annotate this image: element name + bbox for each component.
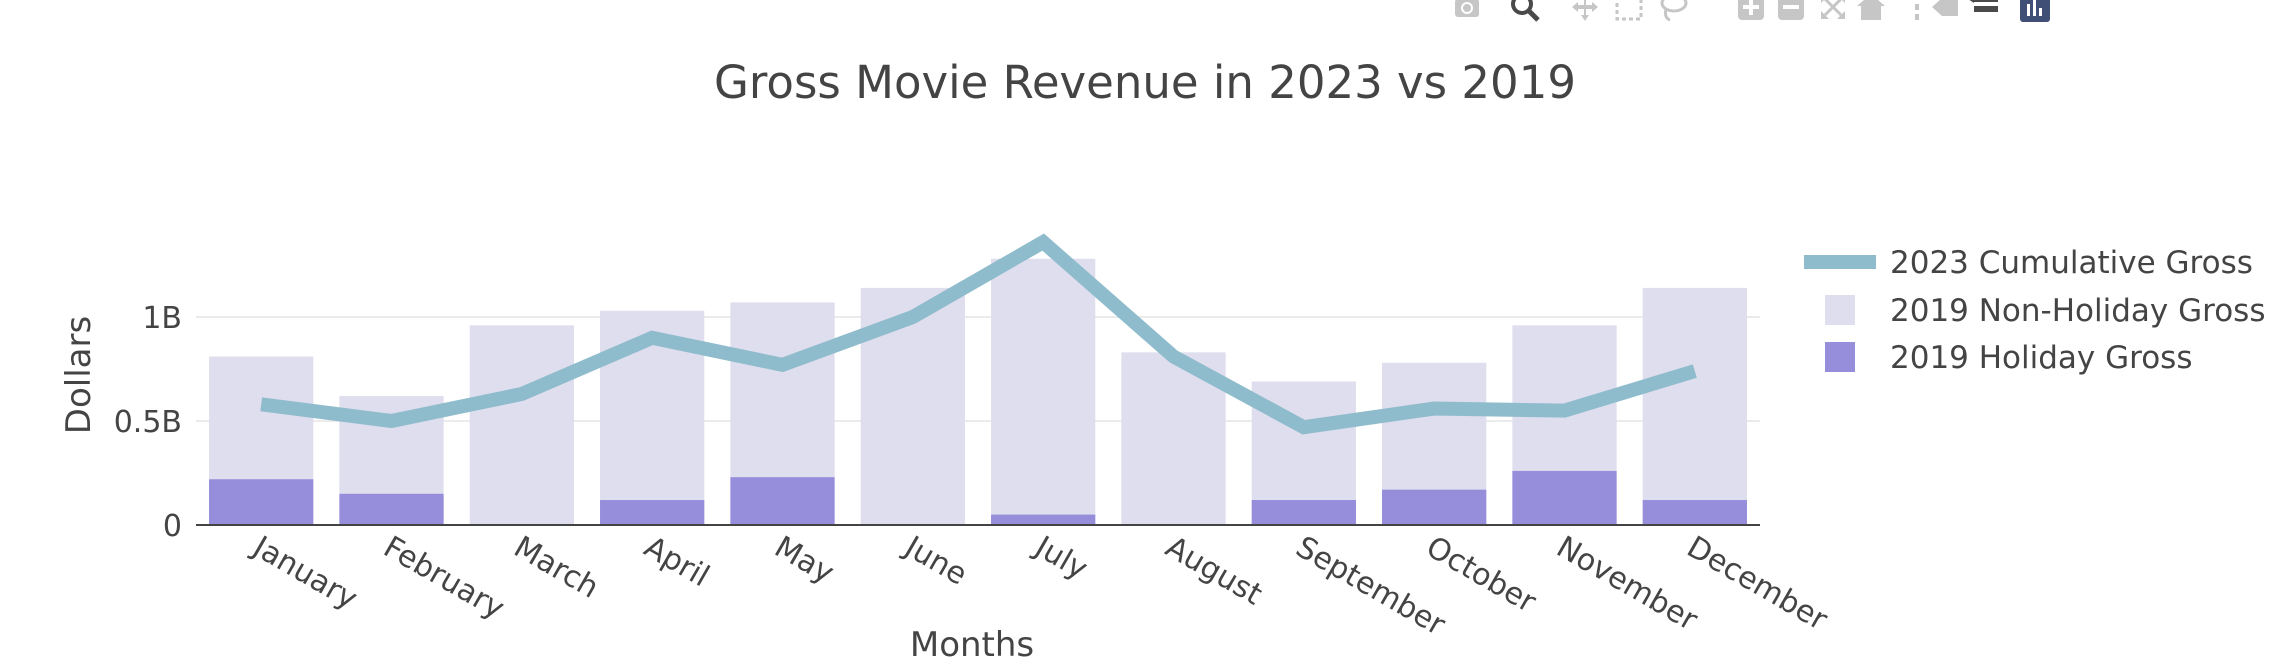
bar-2019-holiday [209,479,314,525]
legend-item[interactable]: 2019 Holiday Gross [1825,340,2192,376]
bar-2019-holiday [1642,500,1747,525]
chart-modebar [1440,0,2280,26]
chart-title: Gross Movie Revenue in 2023 vs 2019 [714,56,1576,109]
plotly-logo-button[interactable] [2018,0,2052,24]
y-tick-label: 0.5B [114,405,182,440]
x-axis-title: Months [910,625,1034,665]
toggle-spike-lines-button[interactable] [1900,0,1934,24]
plotly-logo-icon [2020,0,2050,22]
box-select-icon [1615,0,1643,21]
lasso-select-icon [1660,0,1688,22]
zoom-out-icon [1778,0,1804,20]
lasso-select-button[interactable] [1656,0,1690,24]
x-tick-label: February [378,530,511,627]
x-tick-label: April [638,530,715,595]
hover-compare-button[interactable] [1966,0,2000,24]
autoscale-icon [1821,0,1845,19]
toggle-spike-lines-icon [1915,4,1919,20]
hover-closest-icon [1932,0,1958,16]
pan-icon [1572,0,1598,21]
bar-2019-holiday [600,500,705,525]
x-tick-label: January [245,529,363,617]
gridlines [196,316,1760,422]
reset-axes-button[interactable] [1854,0,1888,24]
legend-label: 2019 Holiday Gross [1890,340,2192,376]
y-axis-title: Dollars [59,316,99,434]
bars [209,258,1747,525]
bar-2019-non-holiday [991,258,1096,525]
bar-2019-holiday [339,493,444,525]
x-tick-label: May [769,530,840,591]
zoom-in-button[interactable] [1734,0,1768,24]
legend-item[interactable]: 2019 Non-Holiday Gross [1825,293,2265,329]
y-tick-label: 0 [163,509,182,544]
camera-icon [1455,0,1479,17]
zoom-icon [1511,0,1540,22]
camera-button[interactable] [1450,0,1484,24]
legend: 2023 Cumulative Gross 2019 Non-Holiday Gr… [1804,245,2265,376]
legend-bar-swatch [1825,295,1855,325]
box-select-button[interactable] [1612,0,1646,24]
x-tick-label: August [1160,530,1269,613]
x-tick-label: June [897,529,973,593]
line-series [260,233,1697,435]
bar-2019-holiday [730,477,835,525]
line-2023-cumulative-gross [260,233,1697,435]
y-tick-label: 1B [142,301,182,336]
autoscale-button[interactable] [1816,0,1850,24]
hover-compare-icon [1969,0,1998,12]
bar-2019-non-holiday [1642,287,1747,525]
legend-item[interactable]: 2023 Cumulative Gross [1804,245,2253,281]
legend-bar-swatch [1825,342,1855,372]
x-tick-label: December [1681,530,1834,638]
pan-button[interactable] [1568,0,1602,24]
x-tick-label: July [1027,529,1093,587]
bar-2019-non-holiday [469,325,574,525]
legend-label: 2019 Non-Holiday Gross [1890,293,2265,329]
zoom-in-icon [1738,0,1764,20]
bar-2019-holiday [1251,500,1356,525]
bar-2019-holiday [1382,489,1487,525]
x-tick-label: November [1551,530,1704,639]
bar-2019-holiday [1512,470,1617,525]
hover-closest-button[interactable] [1928,0,1962,24]
x-tick-label: March [508,530,605,606]
zoom-out-button[interactable] [1774,0,1808,24]
legend-label: 2023 Cumulative Gross [1890,245,2253,281]
reset-axes-icon [1857,0,1885,20]
zoom-button[interactable] [1508,0,1542,24]
bar-2019-holiday [991,514,1096,525]
